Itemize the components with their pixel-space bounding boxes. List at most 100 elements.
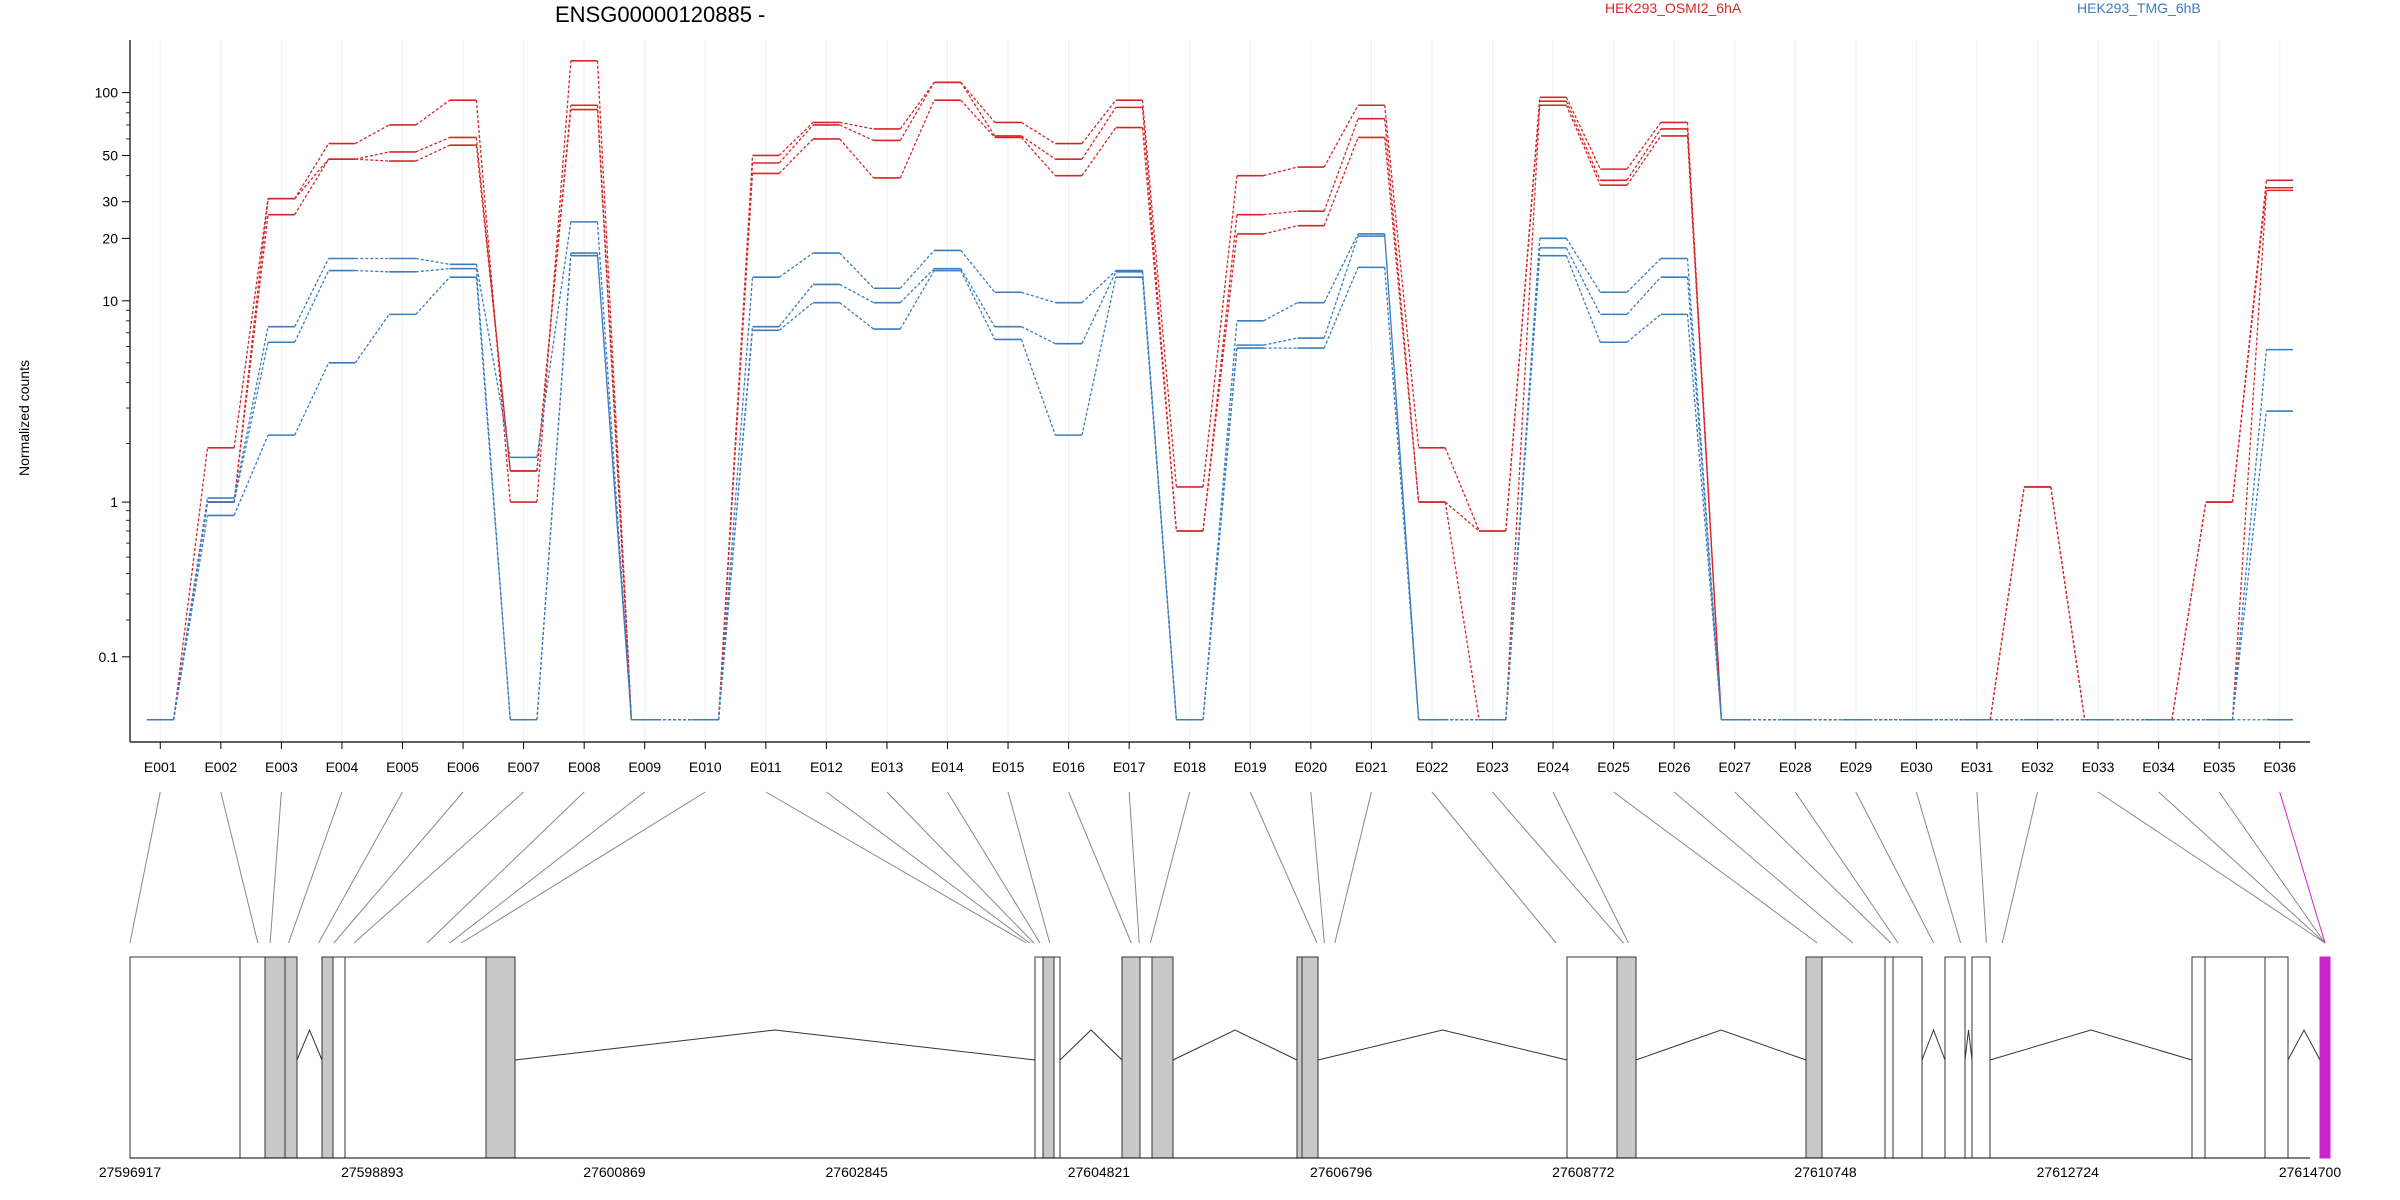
exon-box-11 <box>1053 956 1061 1159</box>
genomic-tick-label: 27602845 <box>826 1164 889 1180</box>
exon-box-17 <box>1566 956 1618 1159</box>
series-2-connector-E011 <box>717 162 754 720</box>
series-1-connector-E017 <box>1081 99 1117 144</box>
x-tick-label-E022: E022 <box>1416 759 1449 775</box>
series-4-connector-E003 <box>233 326 269 499</box>
series-1-connector-E023 <box>1444 447 1480 532</box>
series-6-connector-E008 <box>536 255 572 720</box>
x-tick-label-E001: E001 <box>144 759 177 775</box>
series-4-connector-E036 <box>2231 349 2268 720</box>
exon-connector-E002 <box>220 791 259 944</box>
series-1-connector-E026 <box>1626 122 1662 170</box>
x-tick-label-E029: E029 <box>1839 759 1872 775</box>
exon-connector-E027 <box>1734 791 1892 944</box>
series-3-connector-E027 <box>1686 135 1723 720</box>
series-4-connector-E014 <box>899 249 935 289</box>
exon-connector-E012 <box>826 791 1030 944</box>
series-1-connector-E016 <box>1021 121 1056 145</box>
exon-connector-E022 <box>1431 791 1557 944</box>
exon-box-5 <box>321 956 334 1159</box>
exon-connector-E017 <box>1128 791 1140 944</box>
series-5-connector-E004 <box>294 270 330 343</box>
intron-10 <box>2287 1028 2321 1061</box>
exon-box-8 <box>485 956 516 1159</box>
genomic-tick-label: 27606796 <box>1310 1164 1373 1180</box>
exon-box-22 <box>1892 956 1923 1159</box>
series-6-connector-E016 <box>1020 339 1056 436</box>
series-6-connector-E024 <box>1505 255 1541 720</box>
intron-3 <box>1059 1029 1123 1061</box>
x-tick-label-E031: E031 <box>1961 759 1994 775</box>
series-5-connector-E022 <box>1384 236 1420 720</box>
series-6-connector-E025 <box>1565 255 1601 343</box>
series-4-connector-E017 <box>1081 270 1117 304</box>
series-2-connector-E027 <box>1686 128 1723 720</box>
series-3-connector-E023 <box>1444 501 1480 720</box>
x-tick-label-E006: E006 <box>447 759 480 775</box>
exon-box-23 <box>1944 956 1966 1159</box>
series-6-connector-E009 <box>596 255 633 720</box>
series-3-connector-E011 <box>717 173 754 720</box>
exon-box-25 <box>2191 956 2206 1159</box>
exon-connector-E018 <box>1149 791 1191 944</box>
genomic-tick-label: 27614700 <box>2279 1164 2342 1180</box>
x-tick-label-E026: E026 <box>1658 759 1691 775</box>
x-tick-label-E019: E019 <box>1234 759 1267 775</box>
series-1-connector-E021 <box>1323 104 1359 168</box>
series-3-connector-E026 <box>1626 135 1662 186</box>
series-2-connector-E005 <box>355 151 390 160</box>
x-tick-label-E035: E035 <box>2203 759 2236 775</box>
series-2-connector-E019 <box>1202 214 1238 532</box>
x-tick-label-E027: E027 <box>1718 759 1751 775</box>
x-tick-label-E032: E032 <box>2021 759 2054 775</box>
exon-connector-E010 <box>461 791 706 944</box>
x-tick-label-E015: E015 <box>992 759 1025 775</box>
exon-connector-E036 <box>2279 791 2326 944</box>
genomic-tick-label: 27608772 <box>1552 1164 1615 1180</box>
exon-connector-E021 <box>1334 791 1372 944</box>
series-6-connector-E026 <box>1626 313 1662 343</box>
series-4-connector-E011 <box>717 277 754 720</box>
x-tick-label-E014: E014 <box>931 759 964 775</box>
series-6-connector-E006 <box>415 276 451 315</box>
series-6-connector-E015 <box>960 270 996 340</box>
x-tick-label-E005: E005 <box>386 759 419 775</box>
series-3-connector-E017 <box>1081 127 1117 177</box>
series-6-connector-E005 <box>354 313 390 364</box>
exon-box-21 <box>1884 956 1894 1159</box>
series-2-connector-E017 <box>1081 107 1117 160</box>
exon-box-6 <box>332 956 346 1159</box>
series-1-connector-E025 <box>1565 97 1601 170</box>
series-4-connector-E012 <box>778 252 814 278</box>
series-4-connector-E008 <box>536 221 572 458</box>
series-6-connector-E017 <box>1081 277 1117 436</box>
series-5-connector-E015 <box>960 268 996 327</box>
exon-connector-E025 <box>1613 791 1818 944</box>
series-3-connector-E009 <box>596 109 633 720</box>
series-5-connector-E017 <box>1081 271 1117 344</box>
exon-box-26 <box>2204 956 2266 1159</box>
y-tick-label: 100 <box>95 85 119 101</box>
legend-series-1: HEK293_OSMI2_6hA <box>1605 0 1742 16</box>
series-3-connector-E005 <box>355 158 390 162</box>
series-5-connector-E016 <box>1021 326 1056 345</box>
series-3-connector-E022 <box>1384 137 1420 503</box>
series-5-connector-E006 <box>415 267 450 273</box>
exon-box-2 <box>239 956 266 1159</box>
exon-connector-E013 <box>886 791 1035 944</box>
genomic-tick-label: 27598893 <box>341 1164 404 1180</box>
x-tick-label-E013: E013 <box>871 759 904 775</box>
series-3-connector-E016 <box>1020 137 1056 177</box>
series-6-connector-E019 <box>1202 348 1238 720</box>
series-2-connector-E026 <box>1626 128 1662 181</box>
exon-connector-E001 <box>129 791 161 944</box>
series-1-connector-E012 <box>778 121 814 156</box>
x-tick-label-E028: E028 <box>1779 759 1812 775</box>
y-tick-label: 10 <box>102 293 118 309</box>
y-tick-label: 0.1 <box>99 649 119 665</box>
exon-connector-E009 <box>449 791 646 944</box>
series-1-connector-E019 <box>1202 175 1238 487</box>
exon-box-4 <box>284 956 298 1159</box>
exon-box-19 <box>1805 956 1823 1159</box>
x-tick-label-E004: E004 <box>326 759 359 775</box>
